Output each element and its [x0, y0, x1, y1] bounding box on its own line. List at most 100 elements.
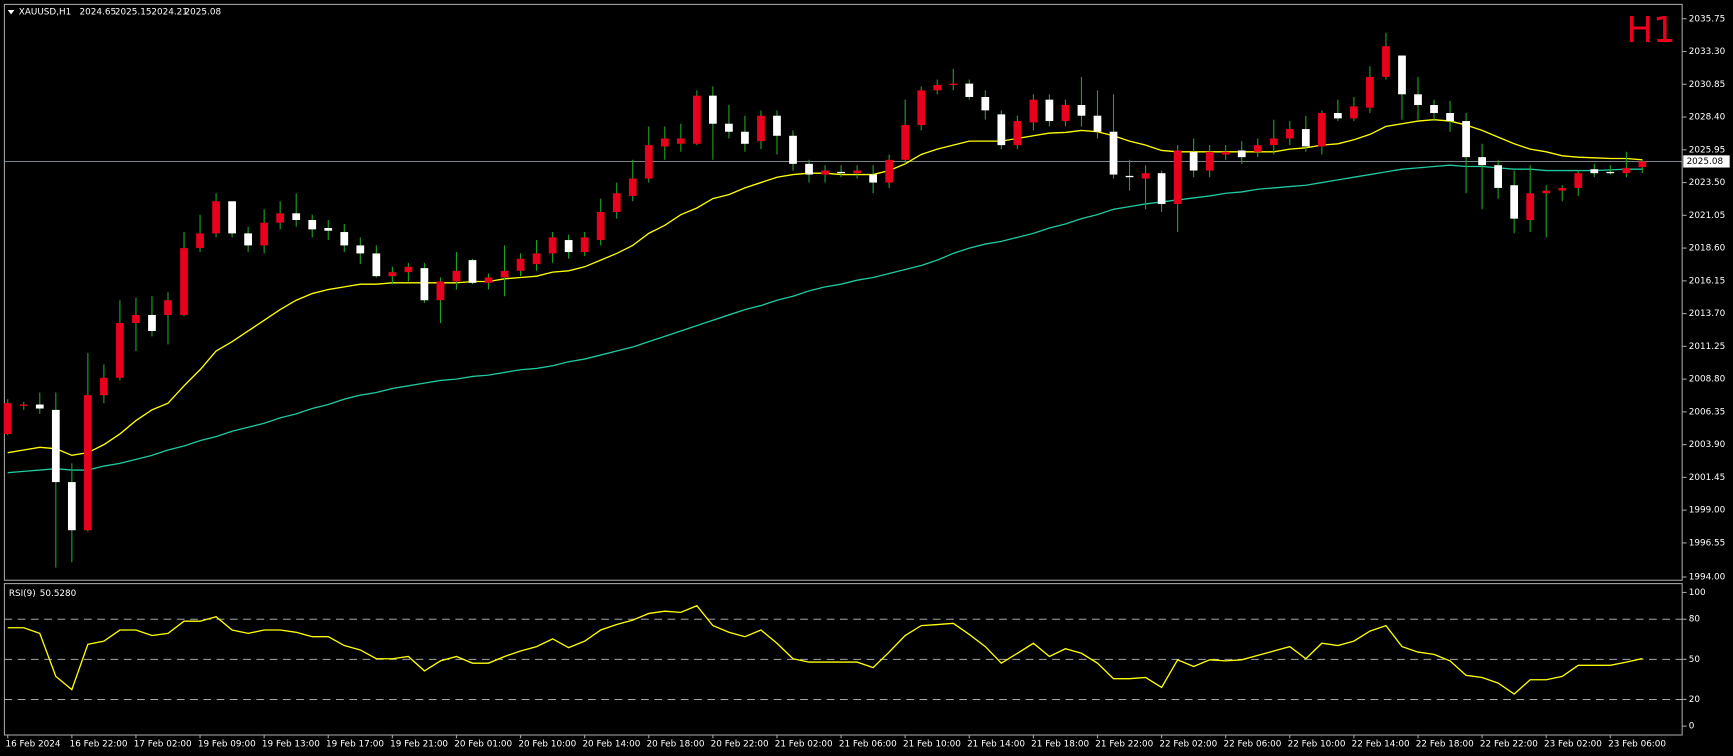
candle-body	[1398, 55, 1406, 95]
x-tick-label: 22 Feb 02:00	[1159, 739, 1217, 749]
y-tick-label: 2016.15	[1689, 276, 1726, 286]
candle-body	[1590, 169, 1599, 174]
candle-body	[276, 213, 285, 223]
candle-body	[148, 314, 156, 331]
candle-body	[805, 163, 813, 175]
x-tick-label: 22 Feb 18:00	[1416, 739, 1474, 749]
indicator-value: 50.5280	[40, 589, 77, 599]
candle-body	[372, 253, 381, 277]
candle-body	[821, 170, 829, 175]
candle-body	[676, 138, 685, 144]
candle-body	[901, 125, 910, 160]
candle-body	[933, 84, 942, 91]
candle-body	[1317, 113, 1326, 147]
close-value: 2025.08	[185, 8, 222, 18]
x-tick-label: 16 Feb 2024	[6, 739, 61, 749]
x-tick-label: 20 Feb 10:00	[518, 739, 576, 749]
collapse-arrow[interactable]	[7, 9, 15, 15]
open-value: 2024.65	[80, 8, 117, 18]
candle-body	[644, 145, 653, 179]
x-tick-label: 20 Feb 18:00	[647, 739, 705, 749]
candle-body	[1430, 105, 1438, 114]
candle-body	[1285, 129, 1294, 139]
candle-body	[1221, 151, 1230, 155]
candle-body	[596, 211, 605, 241]
candle-body	[1157, 173, 1166, 204]
candle-body	[981, 96, 990, 111]
candle-body	[692, 95, 701, 144]
x-tick-label: 22 Feb 06:00	[1223, 739, 1281, 749]
rsi-tick-label: 80	[1689, 615, 1701, 625]
x-tick-label: 19 Feb 17:00	[326, 739, 384, 749]
candle-body	[1173, 150, 1182, 204]
y-tick-label: 2023.50	[1689, 178, 1726, 188]
candle-body	[917, 90, 926, 126]
y-tick-label: 2021.05	[1689, 211, 1726, 221]
candle-body	[19, 404, 28, 406]
y-tick-label: 2011.25	[1689, 342, 1726, 352]
candle-body	[228, 201, 236, 234]
candle-body	[436, 281, 445, 301]
candle-body	[1558, 187, 1567, 191]
x-tick-label: 19 Feb 21:00	[390, 739, 448, 749]
x-tick-label: 21 Feb 18:00	[1031, 739, 1089, 749]
candle-body	[404, 266, 413, 273]
candle-body	[180, 248, 188, 315]
y-tick-label: 2030.85	[1689, 80, 1726, 90]
x-tick-label: 21 Feb 14:00	[967, 739, 1025, 749]
candle-body	[1366, 76, 1374, 108]
candle-body	[516, 258, 525, 271]
candle-body	[212, 201, 220, 234]
candle-body	[67, 482, 76, 531]
candle-body	[837, 171, 845, 174]
candle-body	[35, 404, 44, 409]
candle-body	[116, 322, 124, 378]
candle-body	[1237, 150, 1246, 158]
low-value: 2024.21	[151, 8, 188, 18]
timeframe-label: H1	[1626, 10, 1675, 51]
candle-body	[51, 409, 60, 483]
candle-body	[324, 228, 333, 231]
candle-body	[132, 314, 140, 323]
candle-body	[1494, 165, 1503, 188]
candle-body	[580, 237, 589, 253]
high-value: 2025.15	[115, 8, 152, 18]
candle-body	[741, 131, 749, 144]
candle-body	[1510, 185, 1519, 219]
candle-body	[1446, 113, 1454, 122]
candle-body	[1574, 173, 1583, 188]
x-tick-label: 16 Feb 22:00	[70, 739, 128, 749]
candle-body	[3, 403, 12, 434]
candle-body	[1414, 94, 1422, 106]
moving-average	[7, 164, 1643, 474]
y-tick-label: 1999.00	[1689, 506, 1726, 516]
candle-body	[1301, 129, 1310, 147]
candle-body	[388, 272, 397, 277]
x-tick-label: 21 Feb 22:00	[1095, 739, 1153, 749]
candle-body	[260, 222, 269, 246]
y-tick-label: 2025.95	[1689, 145, 1726, 155]
y-tick-label: 1996.55	[1689, 538, 1726, 548]
x-tick-label: 17 Feb 02:00	[134, 739, 192, 749]
main-panel	[3, 3, 1683, 581]
candle-body	[725, 123, 733, 132]
rsi-tick-label: 50	[1689, 655, 1701, 665]
x-tick-label: 19 Feb 13:00	[262, 739, 320, 749]
x-tick-label: 23 Feb 02:00	[1544, 739, 1602, 749]
candle-body	[308, 220, 317, 230]
rsi-tick-label: 100	[1689, 588, 1706, 598]
x-tick-label: 20 Feb 01:00	[454, 739, 512, 749]
candle-body	[628, 178, 637, 196]
candle-body	[1606, 171, 1615, 174]
candle-body	[1045, 99, 1054, 122]
candle-body	[196, 233, 204, 249]
candle-body	[1093, 115, 1102, 132]
rsi-line	[7, 604, 1643, 695]
candle-body	[292, 213, 301, 221]
candle-body	[869, 174, 877, 183]
candle-body	[757, 115, 765, 142]
candle-body	[965, 83, 974, 97]
y-tick-label: 2035.75	[1689, 14, 1726, 24]
candle-body	[660, 138, 669, 147]
